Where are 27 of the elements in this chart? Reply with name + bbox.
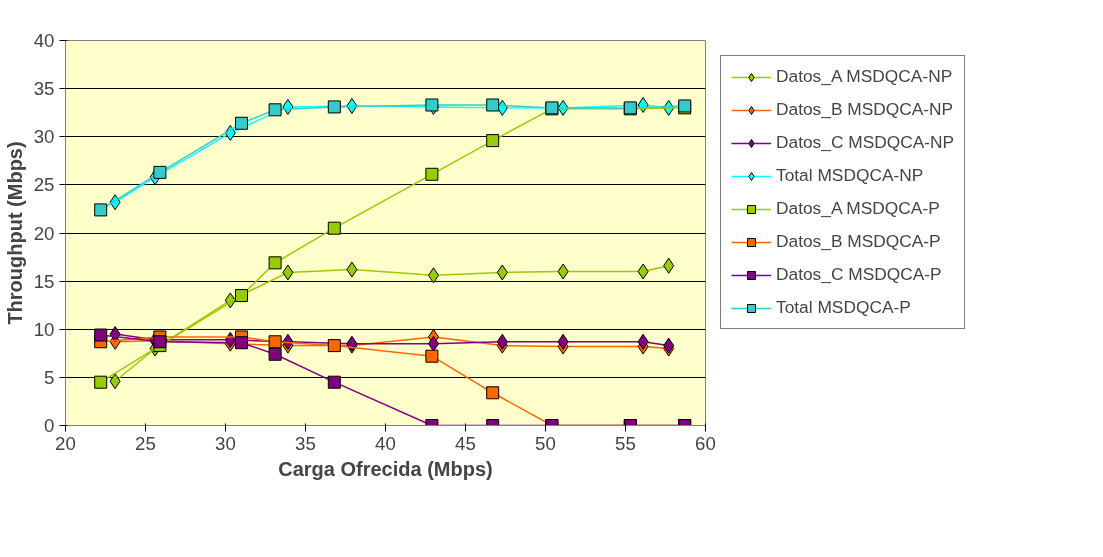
y-tick-label: 5 (44, 366, 55, 388)
x-tick-label: 50 (535, 432, 556, 454)
x-tick-label: 60 (695, 432, 716, 454)
y-tick-label: 10 (33, 318, 55, 340)
y-tick-label: 40 (33, 30, 55, 51)
x-tick-label: 40 (375, 432, 396, 454)
legend-label: Datos_A MSDQCA-NP (776, 66, 953, 87)
legend-label: Total MSDQCA-NP (776, 165, 924, 186)
x-tick-label: 45 (455, 432, 476, 454)
x-tick-label: 55 (615, 432, 636, 454)
legend-label: Total MSDQCA-P (776, 297, 911, 318)
y-tick-label: 35 (33, 78, 55, 100)
x-axis-title: Carga Ofrecida (Mbps) (278, 457, 493, 480)
y-axis-title: Throughput (Mbps) (3, 141, 26, 325)
x-tick-label: 35 (295, 432, 316, 454)
y-tick-label: 15 (33, 270, 55, 292)
legend-label: Datos_C MSDQCA-NP (776, 132, 955, 153)
legend-label: Datos_B MSDQCA-P (776, 231, 941, 252)
y-tick-label: 20 (33, 222, 55, 244)
y-tick-label: 25 (33, 174, 55, 196)
legend-label: Datos_A MSDQCA-P (776, 198, 940, 219)
y-tick-label: 0 (44, 415, 55, 436)
x-tick-label: 25 (135, 432, 156, 454)
y-tick-label: 30 (33, 126, 55, 148)
legend-label: Datos_C MSDQCA-P (776, 264, 942, 285)
x-tick-label: 30 (215, 432, 236, 454)
legend-label: Datos_B MSDQCA-NP (776, 99, 954, 120)
